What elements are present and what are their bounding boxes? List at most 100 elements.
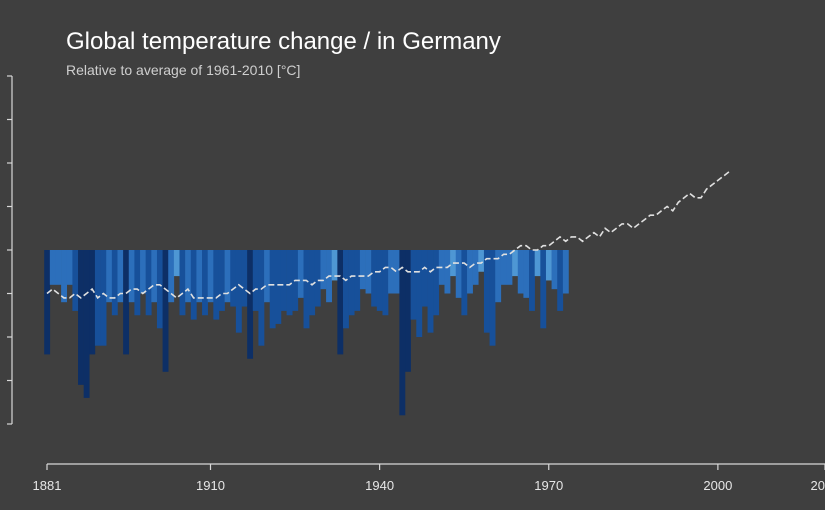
bar-1915 xyxy=(235,250,242,333)
bar-1883 xyxy=(55,250,62,285)
chart-subtitle: Relative to average of 1961-2010 [°C] xyxy=(66,62,301,78)
bar-1968 xyxy=(534,250,541,277)
bar-1920 xyxy=(264,250,270,303)
bar-1933 xyxy=(337,250,344,355)
bar-1962 xyxy=(500,250,507,285)
bar-1948 xyxy=(421,250,428,307)
bar-1935 xyxy=(348,250,355,316)
bar-1922 xyxy=(275,250,282,324)
bar-1919 xyxy=(258,250,265,346)
bar-1964 xyxy=(512,250,519,277)
bar-1906 xyxy=(185,250,192,303)
bar-1970 xyxy=(545,250,552,281)
bar-1923 xyxy=(280,250,287,311)
bar-1889 xyxy=(89,250,96,355)
bar-1942 xyxy=(388,250,394,294)
bar-1892 xyxy=(106,250,113,303)
bar-1901 xyxy=(156,250,163,329)
bar-1884 xyxy=(61,250,68,303)
bar-1950 xyxy=(433,250,440,316)
bar-1957 xyxy=(472,250,479,285)
bar-1971 xyxy=(551,250,558,290)
bar-1908 xyxy=(196,250,203,303)
bar-1918 xyxy=(252,250,259,311)
bar-1885 xyxy=(66,250,73,285)
bar-1955 xyxy=(461,250,468,316)
bar-1882 xyxy=(49,250,56,285)
x-tick-label-1970: 1970 xyxy=(534,478,563,493)
bar-1959 xyxy=(483,250,490,333)
x-tick-label-1910: 1910 xyxy=(196,478,225,493)
bar-1936 xyxy=(354,250,361,311)
bar-1881 xyxy=(44,250,51,355)
bar-1943 xyxy=(393,250,400,294)
bar-1887 xyxy=(78,250,84,385)
bar-1913 xyxy=(224,250,231,303)
bar-1902 xyxy=(162,250,169,372)
bar-1947 xyxy=(416,250,423,337)
bar-1941 xyxy=(382,250,389,316)
x-axis: 1881 1910 1940 1970 2000 2019 xyxy=(33,463,825,493)
bar-1963 xyxy=(506,250,513,285)
bar-1966 xyxy=(523,250,530,298)
bar-1914 xyxy=(230,250,237,307)
bar-1937 xyxy=(359,250,366,290)
bar-1934 xyxy=(343,250,349,329)
bar-1894 xyxy=(117,250,124,303)
bar-1903 xyxy=(168,250,175,303)
bar-1911 xyxy=(213,250,220,320)
bar-1921 xyxy=(269,250,276,329)
bar-1952 xyxy=(444,250,451,294)
bar-1907 xyxy=(190,250,197,320)
bar-1946 xyxy=(410,250,417,320)
x-tick-label-1881: 1881 xyxy=(33,478,62,493)
bar-1897 xyxy=(134,250,141,316)
bar-1896 xyxy=(128,250,135,303)
bar-1956 xyxy=(467,250,473,294)
bar-1888 xyxy=(83,250,90,398)
bar-1895 xyxy=(123,250,130,355)
bar-1961 xyxy=(495,250,502,303)
bar-1927 xyxy=(303,250,310,329)
bar-1938 xyxy=(365,250,372,294)
bar-1904 xyxy=(173,250,180,277)
bar-1949 xyxy=(427,250,434,333)
x-tick-label-1940: 1940 xyxy=(365,478,394,493)
line-layer xyxy=(46,171,730,300)
bars-layer xyxy=(44,250,569,416)
bar-1924 xyxy=(286,250,293,316)
bar-1926 xyxy=(297,250,304,298)
bar-1912 xyxy=(218,250,225,311)
bar-1893 xyxy=(111,250,118,316)
bar-1965 xyxy=(517,250,524,294)
bar-1967 xyxy=(529,250,535,311)
bar-1891 xyxy=(100,250,107,346)
bar-1917 xyxy=(247,250,254,359)
bar-1898 xyxy=(140,250,146,294)
bar-1954 xyxy=(455,250,462,298)
chart-title: Global temperature change / in Germany xyxy=(66,28,501,55)
bar-1960 xyxy=(489,250,496,346)
bar-1972 xyxy=(557,250,564,311)
bar-1928 xyxy=(309,250,316,316)
global-line xyxy=(46,171,730,300)
bar-1916 xyxy=(241,250,248,307)
x-tick-label-2019: 2019 xyxy=(811,478,825,493)
bar-1909 xyxy=(202,250,208,316)
bar-1969 xyxy=(540,250,547,329)
bar-1940 xyxy=(376,250,383,311)
bar-1973 xyxy=(562,250,569,294)
x-tick-label-2000: 2000 xyxy=(703,478,732,493)
bar-1939 xyxy=(371,250,378,307)
bar-1944 xyxy=(399,250,406,416)
bar-1932 xyxy=(331,250,338,281)
bar-1900 xyxy=(151,250,158,303)
bar-1910 xyxy=(207,250,214,303)
bar-1905 xyxy=(179,250,186,316)
bar-1899 xyxy=(145,250,152,316)
bar-1958 xyxy=(478,250,485,272)
bar-1886 xyxy=(72,250,79,311)
bar-1930 xyxy=(320,250,327,290)
bar-1929 xyxy=(314,250,321,307)
